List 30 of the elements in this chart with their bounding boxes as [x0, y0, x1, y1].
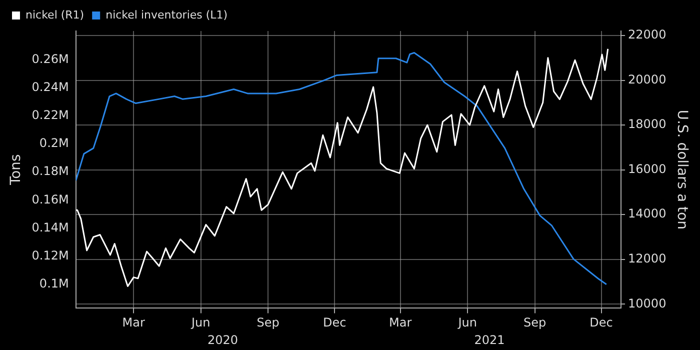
x-tick-label: Jun: [457, 316, 477, 330]
legend-label: nickel (R1): [26, 8, 84, 22]
y-tick-label: 0.18M: [32, 164, 69, 178]
y2-tick-label: 16000: [628, 162, 666, 176]
y-tick-label: 0.2M: [39, 136, 69, 150]
x2-tick-label: 2020: [207, 332, 238, 347]
y-tick-label: 0.22M: [32, 108, 69, 122]
x-tick-label: Dec: [322, 316, 346, 330]
y-tick-label: 0.1M: [39, 276, 69, 290]
x-tick-label: Mar: [122, 316, 145, 330]
y2-axis-title: U.S. dollars a ton: [674, 110, 690, 230]
y-axis-title: Tons: [8, 154, 24, 186]
y2-tick-label: 20000: [628, 72, 666, 86]
y2-tick-label: 22000: [628, 28, 666, 42]
y2-tick-label: 18000: [628, 117, 666, 132]
y-tick-label: 0.16M: [32, 192, 69, 206]
x-tick-label: Jun: [190, 316, 210, 330]
y-tick-label: 0.14M: [32, 220, 69, 234]
x2-tick-label: 2021: [474, 332, 505, 347]
y2-tick-label: 14000: [628, 206, 666, 221]
x-tick-label: Sep: [523, 316, 546, 330]
y-tick-label: 0.24M: [32, 80, 69, 94]
y2-tick-label: 10000: [628, 296, 666, 310]
legend-label: nickel inventories (L1): [106, 8, 228, 22]
y-tick-label: 0.12M: [32, 248, 69, 262]
y2-tick-label: 12000: [628, 252, 666, 266]
x-tick-label: Mar: [389, 316, 412, 330]
x-tick-label: Dec: [590, 316, 613, 330]
x-tick-label: Sep: [256, 316, 280, 330]
y-tick-label: 0.26M: [32, 52, 69, 66]
